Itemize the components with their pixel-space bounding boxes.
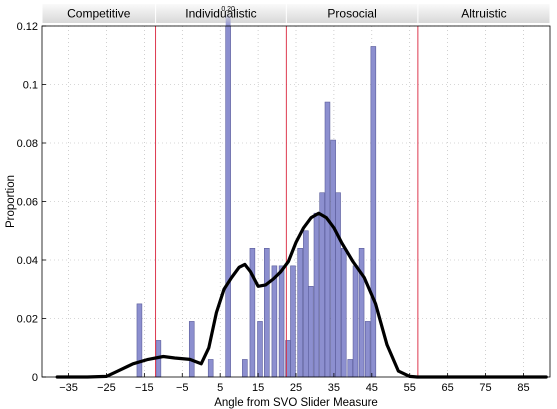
category-band-0 [42, 4, 156, 23]
category-bands: Competitive Individualistic Prosocial Altru… [42, 4, 550, 23]
y-axis-ticks: 0 0.02 0.04 0.06 0.08 0.1 0.12 [17, 21, 46, 384]
histogram-bar [225, 25, 231, 378]
x-tick-label: 75 [479, 382, 491, 394]
category-boundary-lines [155, 26, 419, 377]
x-tick-label: −15 [135, 382, 154, 394]
histogram-bar [319, 192, 325, 378]
overflow-fade [225, 14, 231, 26]
histogram-bar [136, 303, 143, 378]
x-axis-ticks: −35 −25 −15 −5 5 15 25 35 45 55 65 75 85 [59, 373, 530, 394]
y-tick-label: 0.02 [17, 314, 38, 326]
category-band-label: Competitive [67, 7, 131, 21]
category-band-1 [156, 4, 286, 23]
y-tick-label: 0.08 [17, 138, 38, 150]
histogram-bar [303, 230, 309, 378]
x-tick-label: 55 [404, 382, 416, 394]
histogram-bar [358, 248, 365, 378]
category-band-label: Altruistic [461, 7, 506, 21]
histogram-bars: 0.20 [136, 6, 377, 378]
x-tick-label: 65 [442, 382, 454, 394]
x-tick-label: −35 [59, 382, 78, 394]
category-band-2 [286, 4, 418, 23]
x-tick-label: 35 [328, 382, 340, 394]
category-band-3 [418, 4, 550, 23]
y-tick-label: 0.06 [17, 197, 38, 209]
histogram-bar [207, 359, 214, 378]
histogram-bar [249, 248, 256, 378]
histogram-bar [341, 248, 347, 378]
histogram-bar [297, 248, 303, 378]
histogram-bar [264, 248, 270, 378]
y-axis-label: Proportion [5, 175, 17, 228]
y-tick-label: 0 [32, 372, 38, 384]
histogram-bar [364, 321, 371, 378]
x-tick-label: 85 [517, 382, 529, 394]
y-tick-label: 0.1 [23, 80, 38, 92]
density-curve [55, 211, 548, 379]
histogram-bar [370, 46, 377, 378]
histogram-bar [347, 359, 353, 378]
histogram-bar [330, 139, 336, 378]
histogram-bar [335, 192, 341, 378]
histogram-bar [257, 321, 263, 378]
x-tick-label: 15 [252, 382, 264, 394]
x-tick-label: 5 [217, 382, 223, 394]
histogram-bar [324, 101, 331, 378]
gridlines [42, 25, 550, 377]
category-band-label: Individualistic [185, 7, 256, 21]
histogram-bar [188, 321, 195, 378]
histogram-bar [271, 265, 278, 378]
x-tick-label: −5 [176, 382, 189, 394]
category-band-label: Prosocial [327, 7, 376, 21]
histogram-bar [242, 359, 248, 378]
y-tick-label: 0.04 [17, 255, 38, 267]
histogram-bar [278, 265, 285, 378]
histogram-bar [308, 286, 314, 378]
x-axis-label: Angle from SVO Slider Measure [214, 397, 378, 409]
histogram-bar [290, 265, 296, 378]
overflow-value-label: 0.20 [221, 6, 235, 13]
histogram-bar [313, 212, 320, 378]
x-tick-label: 45 [366, 382, 378, 394]
x-tick-label: −25 [97, 382, 116, 394]
histogram-bar [352, 265, 359, 378]
y-tick-label: 0.12 [17, 21, 38, 33]
x-tick-label: 25 [290, 382, 302, 394]
